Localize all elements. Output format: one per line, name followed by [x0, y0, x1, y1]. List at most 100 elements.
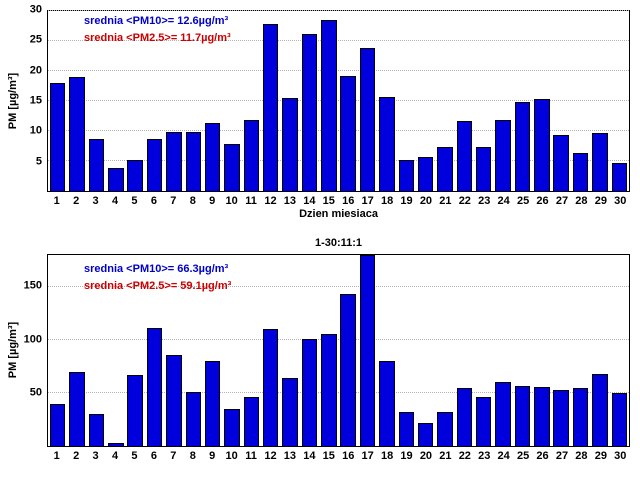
bar-day-20 — [417, 422, 434, 446]
x-tick-label: 13 — [283, 195, 297, 207]
x-tick-label: 10 — [225, 195, 238, 207]
chart-title-bottom: 1-30:11:1 — [314, 237, 363, 249]
y-tick-label: 150 — [23, 279, 42, 292]
mean-pm10-annotation-bottom: srednia <PM10>= 66.3µg/m³ — [84, 263, 229, 275]
bar-day-6 — [146, 138, 163, 191]
bar-day-19 — [398, 412, 415, 446]
bar-day-30 — [611, 392, 628, 446]
y-tick-label: 25 — [29, 33, 42, 46]
bar-day-29 — [592, 133, 608, 191]
bar-day-17 — [359, 255, 376, 446]
bar-day-11 — [243, 120, 260, 191]
x-tick-label: 4 — [111, 195, 119, 207]
bar-day-14 — [301, 338, 318, 446]
gridline — [48, 40, 629, 41]
x-tick-label: 22 — [458, 195, 471, 207]
y-tick-label: 5 — [35, 155, 42, 168]
bar-day-9 — [204, 123, 221, 191]
x-tick-label: 20 — [419, 450, 433, 462]
x-tick-label: 14 — [303, 195, 316, 207]
bar-day-23 — [476, 397, 492, 446]
y-tick-label: 30 — [29, 3, 42, 16]
x-tick-label: 2 — [73, 195, 80, 207]
y-tick-label: 20 — [29, 64, 42, 77]
gridline — [48, 338, 629, 340]
bar-day-5 — [127, 159, 143, 191]
bar-day-25 — [514, 102, 531, 191]
bar-day-17 — [359, 48, 376, 191]
x-tick-label: 9 — [209, 450, 216, 462]
y-tick-label: 15 — [29, 94, 42, 107]
x-tick-label: 15 — [322, 450, 335, 462]
bar-day-8 — [185, 131, 201, 191]
x-tick-label: 27 — [555, 450, 569, 462]
bar-day-16 — [340, 294, 356, 446]
x-tick-label: 12 — [264, 195, 277, 207]
x-tick-label: 28 — [575, 195, 588, 207]
mean-pm10-annotation-top: srednia <PM10>= 12.6µg/m³ — [84, 15, 229, 27]
y-tick-label: 50 — [29, 386, 42, 399]
bar-day-12 — [262, 24, 279, 191]
plot-area-bottom: srednia <PM10>= 66.3µg/m³ srednia <PM2.5… — [47, 254, 630, 447]
x-axis-label-top: Dzien miesiaca — [299, 208, 378, 220]
bar-day-27 — [553, 389, 569, 446]
bar-day-16 — [340, 76, 356, 191]
x-tick-label: 17 — [361, 195, 374, 207]
bar-day-4 — [108, 442, 124, 446]
x-tick-label: 29 — [594, 450, 607, 462]
x-tick-label: 14 — [303, 450, 316, 462]
x-tick-label: 24 — [497, 195, 510, 207]
bar-day-10 — [224, 144, 240, 191]
x-tick-label: 19 — [400, 450, 413, 462]
bar-day-3 — [88, 138, 105, 191]
x-tick-label: 16 — [342, 195, 355, 207]
bar-day-24 — [495, 382, 511, 446]
x-tick-label: 5 — [131, 450, 138, 462]
x-tick-label: 21 — [439, 450, 452, 462]
x-tick-label: 22 — [458, 450, 471, 462]
bar-day-18 — [379, 97, 395, 191]
bar-day-28 — [572, 387, 589, 446]
x-tick-label: 19 — [400, 195, 413, 207]
bar-day-13 — [282, 378, 298, 446]
bar-day-26 — [534, 98, 550, 191]
bar-day-27 — [553, 135, 569, 191]
y-tick-label: 10 — [29, 124, 42, 137]
x-tick-label: 25 — [516, 195, 530, 207]
x-tick-label: 7 — [170, 195, 177, 207]
bar-day-4 — [108, 168, 124, 191]
x-tick-label: 4 — [111, 450, 119, 462]
bar-day-21 — [437, 412, 453, 446]
x-tick-label: 27 — [555, 195, 569, 207]
bar-day-7 — [166, 354, 182, 446]
gridline — [48, 10, 629, 11]
bar-day-3 — [88, 414, 105, 446]
bar-day-9 — [204, 361, 221, 446]
x-tick-label: 26 — [536, 195, 549, 207]
y-tick-label: 100 — [23, 333, 42, 346]
x-tick-label: 1 — [53, 450, 60, 462]
bar-day-18 — [379, 361, 395, 446]
gridline — [48, 130, 629, 131]
x-tick-label: 1 — [53, 195, 60, 207]
bar-day-19 — [398, 159, 415, 191]
bar-day-15 — [321, 333, 337, 446]
x-tick-label: 28 — [575, 450, 588, 462]
x-tick-label: 18 — [380, 450, 394, 462]
x-tick-label: 5 — [131, 195, 138, 207]
bar-day-8 — [185, 391, 201, 446]
bar-day-29 — [592, 373, 608, 446]
x-tick-label: 18 — [380, 195, 394, 207]
bar-day-1 — [49, 403, 66, 446]
x-tick-label: 3 — [92, 450, 99, 462]
bar-day-20 — [417, 157, 434, 191]
x-tick-label: 20 — [419, 195, 433, 207]
x-tick-label: 9 — [209, 195, 216, 207]
x-tick-label: 6 — [150, 195, 157, 207]
x-axis-ticks-top: 1 2 3 4 5 6 7 8 9 10 11 12 13 14 15 16 17 18 19 20 21 22 23 24 2… — [47, 194, 630, 207]
bar-day-22 — [456, 120, 473, 191]
x-tick-label: 30 — [614, 450, 627, 462]
x-tick-label: 2 — [73, 450, 80, 462]
x-tick-label: 7 — [170, 450, 177, 462]
